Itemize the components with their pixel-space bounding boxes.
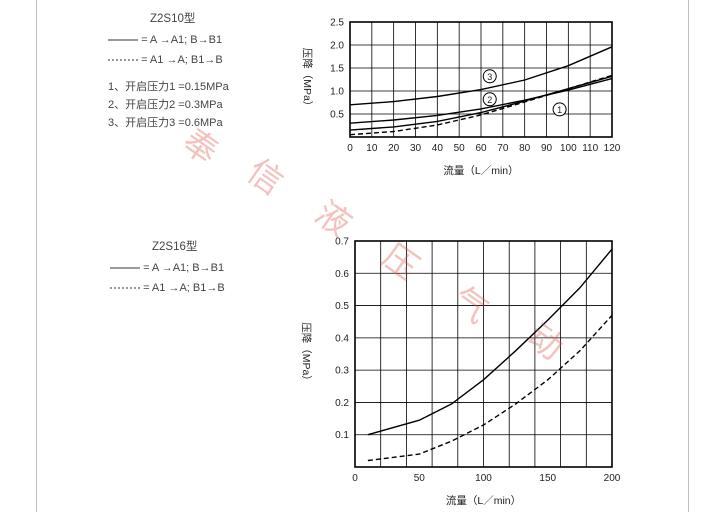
solid-line-sample [110,267,140,269]
x-tick-label: 10 [366,143,378,154]
plot-frame [354,240,613,468]
legend-note-2: 2、开启压力2 =0.3MPa [108,99,223,111]
curve-annotation-circle [482,69,497,84]
legend-bottom-title: Z2S16型 [152,241,198,253]
dashed-line-sample [110,287,140,289]
x-tick-label: 50 [454,143,466,154]
x-tick-label: 150 [539,473,556,484]
x-tick-label: 60 [475,143,487,154]
series-line-solid-0 [367,248,613,436]
legend-bottom-solid-label: = A →A1; B→B1 [143,262,225,274]
left-frame-line [36,0,37,512]
y-tick-label: 0.5 [335,301,349,312]
y-tick-label: 1.5 [330,64,344,75]
legend-bottom-dashed: = A1 →A; B1→B [110,278,225,298]
x-tick-label: 110 [582,143,598,154]
x-tick-label: 0 [347,143,353,154]
y-tick-label: 2.0 [330,41,344,52]
x-tick-label: 0 [352,473,358,484]
legend-top-dashed: = A1 →A; B1→B [108,50,229,70]
y-tick-label: 0.2 [335,398,349,409]
legend-note-1: 1、开启压力1 =0.15MPa [108,81,229,93]
x-tick-label: 40 [432,143,444,154]
series-line-solid-2 [349,77,613,124]
y-tick-label: 0.5 [330,110,344,121]
plot-frame [349,21,613,138]
y-tick-label: 2.5 [330,18,344,29]
curve-annotation-number: 2 [487,95,492,105]
curve-annotation-number: 1 [557,105,562,115]
series-line-dashed-0 [349,74,613,136]
legend-top-title: Z2S10型 [150,13,196,25]
legend-top: Z2S10型 = A →A1; B→B1 = A1 →A; B1→B 1、开启压… [108,10,229,132]
solid-line-sample [108,39,138,41]
y-tick-label: 0.1 [335,430,349,441]
y-tick-label: 1.0 [330,87,344,98]
curve-annotation-circle [552,102,567,117]
x-tick-label: 70 [497,143,509,154]
legend-top-dashed-label: = A1 →A; B1→B [141,54,223,66]
right-frame-line [688,0,689,512]
x-tick-label: 20 [388,143,400,154]
x-tick-label: 30 [410,143,422,154]
x-tick-label: 120 [604,143,621,154]
series-line-solid-1 [349,75,613,131]
series-line-dashed-1 [367,314,613,462]
curve-annotation-circle [482,92,497,107]
x-tick-label: 90 [541,143,553,154]
x-tick-label: 100 [560,143,577,154]
y-tick-label: 0.7 [335,237,349,248]
series-line-solid-3 [349,46,613,106]
x-tick-label: 100 [475,473,492,484]
dashed-line-sample [108,59,138,61]
x-tick-label: 200 [604,473,621,484]
x-tick-label: 80 [519,143,531,154]
legend-top-solid-label: = A →A1; B→B1 [141,34,223,46]
legend-top-solid: = A →A1; B→B1 [108,30,229,50]
legend-bottom-solid: = A →A1; B→B1 [110,258,225,278]
x-tick-label: 50 [414,473,426,484]
legend-note-3: 3、开启压力3 =0.6MPa [108,117,223,129]
legend-bottom-dashed-label: = A1 →A; B1→B [143,282,225,294]
x-axis-title: 流量（L／min） [446,494,521,507]
y-tick-label: 0.4 [335,333,349,344]
y-axis-title: 压降（MPa） [301,48,314,112]
legend-bottom: Z2S16型 = A →A1; B→B1 = A1 →A; B1→B [110,238,225,298]
y-tick-label: 0.6 [335,269,349,280]
curve-annotation-number: 3 [487,72,492,82]
y-axis-title: 压降（MPa） [300,322,313,386]
y-tick-label: 0.3 [335,366,349,377]
x-axis-title: 流量（L／min） [443,164,518,177]
